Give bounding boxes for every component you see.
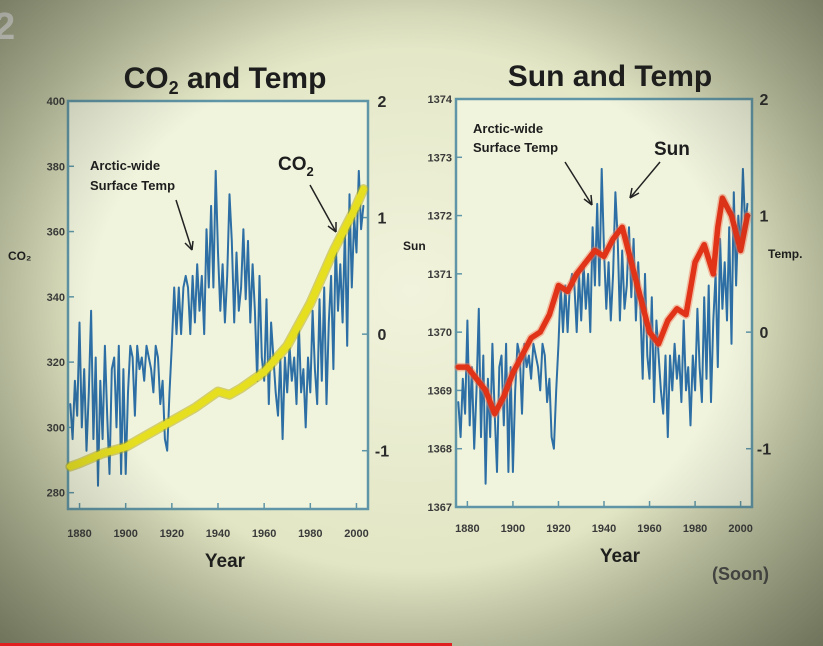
temp-annotation-arrow <box>564 161 593 206</box>
plot-frame <box>66 99 370 511</box>
x-tick-label: 1920 <box>160 528 184 540</box>
x-axis-label: Year <box>600 546 641 567</box>
temp-annotation-line2: Surface Temp <box>473 140 558 155</box>
left-tick-label: 1367 <box>428 502 452 514</box>
plot-frame <box>454 97 754 509</box>
left-tick-label: 340 <box>47 292 65 304</box>
episode-badge: 2 <box>0 6 16 48</box>
right-tick-label: 0 <box>378 327 387 344</box>
x-tick-label: 1980 <box>683 523 707 535</box>
co2-series-line <box>66 185 367 471</box>
arrowhead-icon <box>184 240 194 251</box>
sun-temp-chart: Sun and Temp 1374 1373 1372 1371 1370 1369 136… <box>403 60 802 567</box>
arrowhead-icon <box>327 222 337 233</box>
left-tick-label: 1373 <box>428 152 452 164</box>
left-tick-label: 320 <box>47 357 65 369</box>
x-tick-label: 1940 <box>206 528 230 540</box>
x-tick-label: 1880 <box>67 528 91 540</box>
series-annotation-arrow <box>309 184 337 233</box>
left-tick-label: 1372 <box>428 211 452 223</box>
left-tick-label: 1369 <box>428 385 452 397</box>
right-tick-label: 1 <box>378 211 387 228</box>
series-annotation: CO2 <box>278 154 314 179</box>
x-tick-label: 1980 <box>298 528 322 540</box>
temp-annotation-line2: Surface Temp <box>90 178 175 193</box>
chart-title: CO2 and Temp <box>124 62 327 98</box>
co2-temp-chart: CO2 and Temp 400 380 360 340 320 300 280 2 1 0 -1… <box>8 62 389 572</box>
x-tick-label: 1960 <box>252 528 276 540</box>
x-axis-label: Year <box>205 551 246 572</box>
left-tick-label: 280 <box>47 488 65 500</box>
left-tick-label: 1371 <box>428 269 452 281</box>
source-note: (Soon) <box>712 564 769 584</box>
right-tick-label: -1 <box>757 442 771 459</box>
temp-annotation-line1: Arctic-wide <box>473 121 543 136</box>
chart-title: Sun and Temp <box>508 60 712 93</box>
x-tick-label: 1880 <box>455 523 479 535</box>
arrowhead-icon <box>583 194 593 206</box>
right-tick-label: -1 <box>375 444 389 461</box>
series-annotation-arrow <box>629 161 661 199</box>
left-tick-label: 380 <box>47 161 65 173</box>
left-axis-label: CO₂ <box>8 249 31 263</box>
series-annotation: Sun <box>654 139 690 160</box>
right-tick-label: 1 <box>760 209 769 226</box>
temp-annotation-line1: Arctic-wide <box>90 158 160 173</box>
video-progress-bar <box>0 643 452 646</box>
sun-series-line <box>455 195 751 417</box>
left-tick-label: 1374 <box>428 94 453 106</box>
right-tick-label: 2 <box>378 94 387 111</box>
left-tick-label: 1370 <box>428 327 452 339</box>
x-tick-label: 1940 <box>592 523 616 535</box>
x-tick-label: 1920 <box>546 523 570 535</box>
x-tick-label: 2000 <box>728 523 752 535</box>
x-tick-label: 1900 <box>113 528 137 540</box>
right-tick-label: 2 <box>760 92 769 109</box>
right-axis-label: Temp. <box>768 247 802 261</box>
right-tick-label: 0 <box>760 325 769 342</box>
left-tick-label: 400 <box>47 96 65 108</box>
temp-series-line <box>69 169 365 487</box>
x-tick-label: 1960 <box>637 523 661 535</box>
left-tick-label: 300 <box>47 422 65 434</box>
arrowhead-icon <box>629 187 640 199</box>
x-tick-label: 2000 <box>344 528 368 540</box>
left-axis-label: Sun <box>403 239 426 253</box>
temp-annotation-arrow <box>175 199 193 251</box>
left-tick-label: 360 <box>47 227 65 239</box>
temp-series-line <box>457 167 749 485</box>
x-tick-label: 1900 <box>501 523 525 535</box>
left-tick-label: 1368 <box>428 444 452 456</box>
